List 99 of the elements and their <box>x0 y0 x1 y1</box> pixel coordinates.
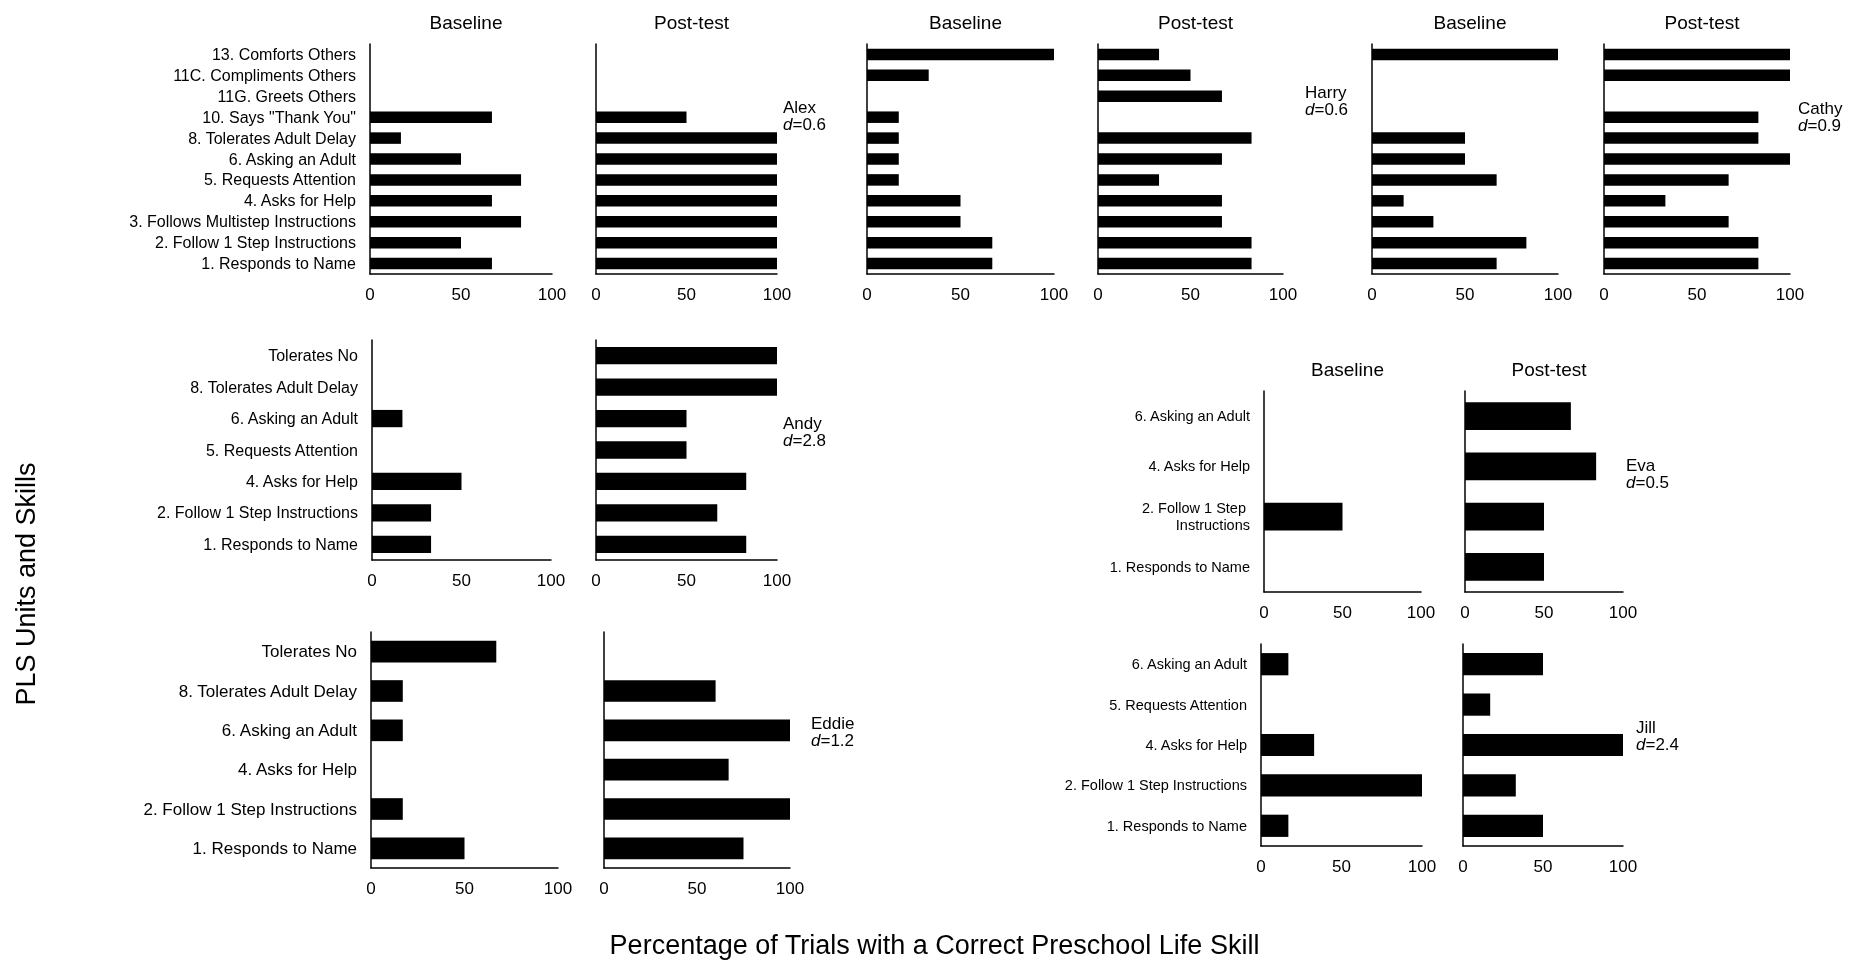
chart-title: Post-test <box>654 12 730 33</box>
text: Eddie <box>811 714 855 733</box>
y-tick-label: 6. Asking an Adult <box>1134 408 1250 425</box>
text: d=2.8 <box>783 431 827 450</box>
y-tick-label: 1. Responds to Name <box>203 535 359 553</box>
text: Alex <box>783 98 817 117</box>
y-tick-label: 11C. Compliments Others <box>173 66 356 84</box>
x-tick-label: 0 <box>367 571 377 590</box>
y-tick-label: 2. Follow 1 Step Instructions <box>155 234 356 252</box>
x-tick-label: 50 <box>677 571 696 590</box>
y-tick-label: 1. Responds to Name <box>1109 558 1250 575</box>
x-tick-label: 100 <box>1775 285 1805 304</box>
chart-title: Baseline <box>1433 12 1507 33</box>
y-tick-label: Tolerates No <box>261 642 357 662</box>
x-tick-label: 0 <box>599 879 609 898</box>
x-tick-label: 50 <box>1455 285 1475 304</box>
y-tick-label: 6. Asking an Adult <box>221 720 358 740</box>
x-tick-label: 100 <box>775 879 805 898</box>
y-tick-label: 4. Asks for Help <box>245 472 359 490</box>
x-tick-label: 50 <box>455 879 474 898</box>
x-tick-label: 100 <box>536 571 566 590</box>
x-tick-label: 50 <box>452 571 471 590</box>
x-tick-label: 0 <box>1599 285 1609 304</box>
text: Cathy <box>1798 99 1843 118</box>
y-tick-label: 4. Asks for Help <box>243 192 357 210</box>
x-tick-label: 0 <box>591 571 601 590</box>
chart-title: Baseline <box>1311 359 1384 380</box>
x-tick-label: 0 <box>1367 285 1377 304</box>
x-tick-label: 100 <box>537 285 567 304</box>
y-tick-label: 6. Asking an Adult <box>228 150 357 168</box>
text: d=1.2 <box>811 731 855 750</box>
y-tick-label: 8. Tolerates Adult Delay <box>178 681 358 701</box>
y-tick-label: 1. Responds to Name <box>201 255 357 273</box>
x-tick-label: 100 <box>762 571 792 590</box>
x-tick-label: 0 <box>1460 603 1470 622</box>
y-tick-label: 11G. Greets Others <box>217 87 356 105</box>
y-tick-label: 5. Requests Attention <box>205 441 358 459</box>
x-tick-label: 100 <box>1543 285 1573 304</box>
y-tick-label: 4. Asks for Help <box>1145 737 1247 753</box>
y-tick-label: 6. Asking an Adult <box>1131 656 1247 673</box>
x-tick-label: 100 <box>762 285 792 304</box>
x-tick-label: 50 <box>1534 603 1554 622</box>
text: Eva <box>1626 456 1656 475</box>
text: Percentage of Trials with a Correct Preschool Life Skill <box>608 930 1261 961</box>
x-tick-label: 100 <box>1268 285 1298 304</box>
text: d=0.6 <box>1305 100 1349 119</box>
chart-title: Post-test <box>1511 359 1588 380</box>
y-tick-label: 6. Asking an Adult <box>230 410 359 428</box>
y-tick-label: 4. Asks for Help <box>1148 458 1250 475</box>
x-tick-label: 100 <box>1608 603 1638 622</box>
x-tick-label: 0 <box>1093 285 1103 304</box>
x-tick-label: 50 <box>1687 285 1707 304</box>
y-tick-label: 5. Requests Attention <box>203 171 356 189</box>
x-tick-label: 0 <box>1259 603 1269 622</box>
y-tick-label: 2. Follow 1 Step Instructions <box>157 504 358 522</box>
x-tick-label: 50 <box>1533 857 1553 876</box>
text: d=0.6 <box>783 115 827 134</box>
x-tick-label: 50 <box>1181 285 1200 304</box>
y-tick-label: 8. Tolerates Adult Delay <box>188 129 356 147</box>
x-tick-label: 0 <box>366 879 376 898</box>
x-tick-label: 50 <box>1332 857 1351 876</box>
chart-title: Post-test <box>1664 12 1741 33</box>
y-tick-label: 4. Asks for Help <box>237 760 357 780</box>
x-tick-label: 0 <box>591 285 601 304</box>
x-tick-label: 0 <box>862 285 872 304</box>
x-tick-label: 0 <box>365 285 375 304</box>
y-tick-label: 2. Follow 1 Step Instructions <box>1064 777 1247 794</box>
y-tick-label: 2. Follow 1 Step Instructions <box>1142 500 1250 533</box>
y-tick-label: 1. Responds to Name <box>192 838 357 858</box>
y-tick-label: 8. Tolerates Adult Delay <box>190 378 358 396</box>
y-tick-label: 3. Follows Multistep Instructions <box>129 213 356 231</box>
chart-title: Baseline <box>929 12 1002 33</box>
y-tick-label: 2. Follow 1 Step Instructions <box>143 799 357 819</box>
x-tick-label: 50 <box>677 285 696 304</box>
x-tick-label: 0 <box>1458 857 1468 876</box>
text: Jill <box>1636 718 1656 737</box>
x-tick-label: 50 <box>1333 603 1352 622</box>
chart-title: Post-test <box>1158 12 1234 33</box>
text: d=2.4 <box>1636 735 1680 754</box>
text: d=0.5 <box>1626 473 1670 492</box>
y-tick-label: 5. Requests Attention <box>1109 696 1247 713</box>
text: d=0.9 <box>1798 116 1842 135</box>
y-tick-label: 10. Says "Thank You" <box>202 108 356 126</box>
x-tick-label: 50 <box>687 879 707 898</box>
x-tick-label: 100 <box>1407 857 1437 876</box>
y-tick-label: Tolerates No <box>268 347 359 365</box>
text: Andy <box>783 414 823 433</box>
chart-title: Baseline <box>429 12 503 33</box>
x-tick-label: 0 <box>1256 857 1266 876</box>
x-tick-label: 100 <box>1608 857 1638 876</box>
x-tick-label: 100 <box>1406 603 1436 622</box>
text: PLS Units and Skills <box>10 462 42 706</box>
x-tick-label: 50 <box>951 285 970 304</box>
text: Harry <box>1305 83 1348 102</box>
x-tick-label: 100 <box>1039 285 1069 304</box>
y-tick-label: 13. Comforts Others <box>211 45 356 63</box>
x-tick-label: 100 <box>543 879 573 898</box>
x-tick-label: 50 <box>451 285 471 304</box>
y-tick-label: 1. Responds to Name <box>1106 817 1247 834</box>
